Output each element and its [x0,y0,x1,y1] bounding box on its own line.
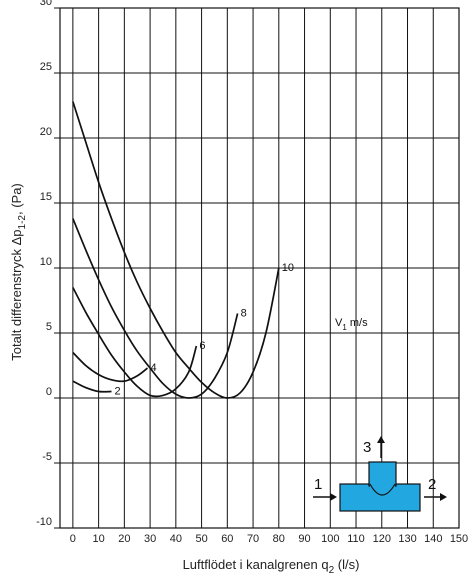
outlet-label: 2 [428,476,436,493]
x-tick-label: 150 [450,533,468,545]
legend-velocity: V1 m/s [335,317,368,332]
x-tick-label: 20 [118,533,130,545]
series-label-10: 10 [282,262,294,274]
y-tick-label: 15 [40,191,52,203]
x-tick-label: 70 [247,533,259,545]
y-tick-label: -5 [42,451,52,463]
grid [54,7,460,529]
series-labels: 2 4 6 8 10 [114,262,294,398]
series-lines [72,101,280,399]
tee-main-duct [339,483,421,512]
y-tick-label: 30 [40,0,52,8]
y-axis-title: Totalt differenstryck Δp1-2, (Pa) [9,183,28,361]
x-tick-label: 120 [373,533,391,545]
series-line-8 [72,218,239,399]
x-tick-label: 130 [398,533,416,545]
x-tick-label: 10 [92,533,104,545]
tee-branch-duct [368,461,397,487]
outlet-arrow-head [440,493,447,501]
y-tick-label: 0 [46,386,52,398]
y-tick-label: 5 [46,321,52,333]
branch-label: 3 [363,439,371,456]
x-tick-label: 110 [347,533,365,545]
x-tick-label: 140 [424,533,442,545]
x-tick-label: 90 [298,533,310,545]
x-axis-ticks: 0 10 20 30 40 50 60 70 80 90 100 110 120 130 140 150 [70,533,468,545]
branch-arrow-head [377,436,385,443]
series-label-8: 8 [241,308,247,320]
x-tick-label: 80 [273,533,285,545]
tee-inner-curve [369,483,396,496]
x-axis-title: Luftflödet i kanalgrenen q2 (l/s) [183,557,360,576]
x-tick-label: 60 [221,533,233,545]
y-tick-label: 20 [40,126,52,138]
y-tick-label: 10 [40,256,52,268]
series-line-10 [72,101,280,399]
y-tick-label: -10 [36,516,52,528]
series-line-2 [72,380,112,393]
series-line-4 [72,351,149,383]
y-tick-label: 25 [40,61,52,73]
inlet-arrow-head [330,493,337,501]
x-tick-label: 40 [170,533,182,545]
series-label-4: 4 [151,362,157,374]
inlet-label: 1 [314,476,322,493]
series-label-2: 2 [114,386,120,398]
x-tick-label: 50 [195,533,207,545]
y-axis-ticks: -10 -5 0 5 10 15 20 25 30 [36,0,52,528]
series-line-6 [72,287,198,398]
x-tick-label: 30 [144,533,156,545]
x-tick-label: 100 [321,533,339,545]
x-tick-label: 0 [70,533,76,545]
series-label-6: 6 [199,340,205,352]
tee-fitting-diagram: 1 2 3 [313,436,447,512]
